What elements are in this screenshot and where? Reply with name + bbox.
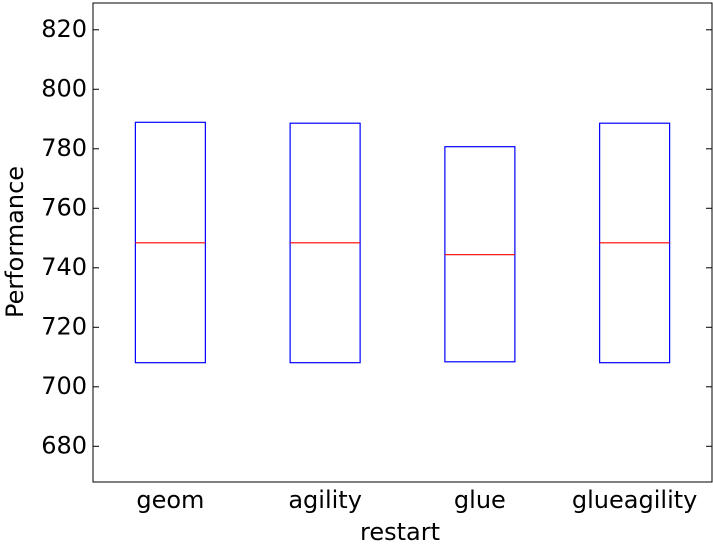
y-tick-label: 700 <box>41 372 87 400</box>
x-tick-label: glueagility <box>572 486 697 514</box>
y-tick-label: 680 <box>41 431 87 459</box>
y-tick-label: 800 <box>41 74 87 102</box>
x-tick-label: glue <box>454 486 506 514</box>
y-tick-label: 780 <box>41 134 87 162</box>
y-tick-label: 720 <box>41 312 87 340</box>
plot-frame <box>92 2 713 483</box>
x-tick-label: geom <box>136 486 204 514</box>
y-axis-label: Performance <box>1 166 29 318</box>
x-tick-label: agility <box>288 486 362 514</box>
y-tick-label: 820 <box>41 15 87 43</box>
x-axis-label: restart <box>360 518 440 546</box>
y-tick-label: 740 <box>41 253 87 281</box>
y-tick-label: 760 <box>41 193 87 221</box>
